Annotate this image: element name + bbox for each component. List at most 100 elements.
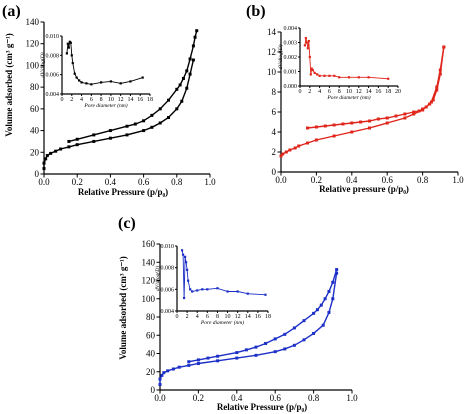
chart-b-inset-series-line (304, 38, 389, 80)
chart-a-data-point (67, 139, 71, 143)
chart-a-data-point (92, 133, 96, 137)
chart-c-data-point (177, 365, 181, 369)
chart-b-y-tick-label: 10 (267, 67, 277, 77)
chart-c-inset-data-point (246, 292, 249, 295)
chart-c-y-tick-label: 160 (142, 239, 156, 249)
chart-a-data-point (49, 151, 53, 155)
chart-b-inset-data-point (316, 73, 319, 76)
chart-c-inset-data-point (191, 290, 194, 293)
chart-c-data-point (323, 297, 327, 301)
chart-a-inset-data-point (66, 42, 69, 45)
chart-b-data-point (297, 144, 301, 148)
chart-c-inset-data-point (264, 293, 267, 296)
chart-b-data-point (442, 45, 446, 49)
chart-c-data-point (235, 351, 239, 355)
chart-a-x-tick-label: 0.8 (171, 177, 183, 187)
chart-c-data-point (166, 369, 170, 373)
chart-b-data-point (412, 110, 416, 114)
chart-b-x-tick-label: 0.6 (382, 175, 394, 185)
chart-b-x-tick-label: 0.8 (417, 175, 429, 185)
chart-c-x-tick-label: 0.2 (193, 393, 204, 403)
chart-c-series-line (188, 269, 338, 363)
chart-b-data-point (435, 88, 439, 92)
chart-c-inset-xlabel: Pore diameter (nm) (200, 319, 244, 326)
chart-a-data-point (167, 116, 170, 120)
chart-b-data-point (376, 117, 380, 121)
chart-a-data-point (42, 161, 46, 165)
chart-a-data-point (75, 143, 79, 147)
chart-b-x-tick-label: 1.0 (452, 175, 464, 185)
chart-b-x-tick-label: 0.2 (311, 175, 322, 185)
chart-b-inset-data-point (307, 39, 310, 43)
chart-c-inset-data-point (181, 253, 185, 256)
chart-b-data-point (306, 126, 310, 130)
chart-b-data-point (421, 107, 425, 111)
chart-a-inset-ylabel: dV/dlog(D) (39, 52, 46, 77)
chart-c-y-tick-label: 140 (142, 257, 156, 267)
chart-b-inset-data-point (313, 71, 316, 75)
chart-a-data-point (158, 107, 162, 111)
chart-c: 0.0 0.2 0.4 0.6 0.8 1.00204060801001201401600… (142, 239, 359, 403)
chart-c-inset-data-point (206, 288, 209, 291)
chart-b-data-point (438, 72, 442, 76)
chart-b-y-tick-label: 6 (272, 107, 277, 117)
chart-a-inset-data-point (70, 54, 73, 57)
chart-b-data-point (359, 120, 363, 124)
chart-b-x-tick-label: 0.4 (346, 175, 358, 185)
chart-c-inset-data-point (226, 290, 229, 293)
chart-c-data-point (273, 350, 277, 354)
chart-a-x-tick-label: 0.2 (72, 177, 83, 187)
chart-a-inset-x-tick-label: 14 (127, 97, 133, 103)
chart-a-y-tick-label: 0 (35, 169, 40, 179)
chart-c-data-point (273, 337, 277, 341)
chart-b-data-point (424, 105, 428, 109)
chart-c-data-point (162, 371, 166, 375)
chart-b-data-point (403, 116, 407, 120)
chart-c-y-tick-label: 0 (151, 385, 156, 395)
chart-b-inset-data-point (308, 55, 311, 59)
chart-c-inset-x-tick-label: 14 (245, 314, 251, 320)
chart-c-inset-x-tick-label: 4 (196, 314, 199, 320)
chart-c-data-point (254, 353, 258, 357)
chart-b-data-point (288, 148, 292, 152)
chart-c-data-point (196, 358, 200, 362)
chart-a-inset-data-point (67, 46, 70, 49)
chart-a-y-tick-label: 100 (26, 60, 40, 70)
chart-a-inset-data-point (119, 82, 122, 85)
chart-b-series-line (280, 46, 445, 157)
chart-a-inset-series-line (66, 40, 143, 85)
chart-c-data-point (319, 303, 323, 307)
chart-a-data-point (195, 29, 199, 33)
chart-a-data-point (44, 157, 48, 161)
chart-a-data-point (188, 57, 192, 61)
chart-c-x-tick-label: 0.0 (154, 393, 166, 403)
chart-b-inset-data-point (357, 76, 360, 79)
chart-b-inset-data-point (303, 44, 306, 47)
chart-b-inset-y-tick-label: 0.003 (284, 41, 298, 47)
chart-b-inset-ylabel: dV/dlog(D) (277, 44, 284, 69)
chart-c-inset-x-tick-label: 16 (255, 314, 261, 320)
chart-c-data-point (244, 348, 248, 352)
chart-b-inset-data-point (306, 47, 309, 50)
chart-c-inset-ylabel: dV/dlog(D) (154, 266, 161, 291)
chart-c-x-tick-label: 0.8 (308, 393, 320, 403)
chart-c-inset-data-point (187, 279, 190, 282)
chart-a-data-point (181, 76, 185, 80)
chart-a-data-point (75, 137, 79, 141)
chart-b-data-point (385, 121, 389, 125)
chart-b-inset-x-tick-label: 14 (366, 89, 372, 95)
chart-c-inset-x-tick-label: 2 (186, 314, 189, 320)
chart-b-data-point (293, 146, 297, 150)
chart-c-y-tick-label: 80 (146, 312, 156, 322)
chart-b-inset-data-point (310, 67, 313, 70)
chart-c-data-point (327, 289, 331, 293)
chart-a-inset-data-point (141, 76, 144, 79)
chart-a-data-point (125, 124, 129, 128)
xlabel-c: Relative Pressure (p/p₀) (217, 402, 307, 412)
chart-a-inset-y-tick-label: 0.004 (46, 92, 60, 98)
chart-c-inset-x-tick-label: 8 (216, 314, 219, 320)
chart-b-data-point (314, 125, 318, 129)
chart-b-data-point (385, 116, 389, 120)
chart-a-data-point (45, 154, 49, 158)
